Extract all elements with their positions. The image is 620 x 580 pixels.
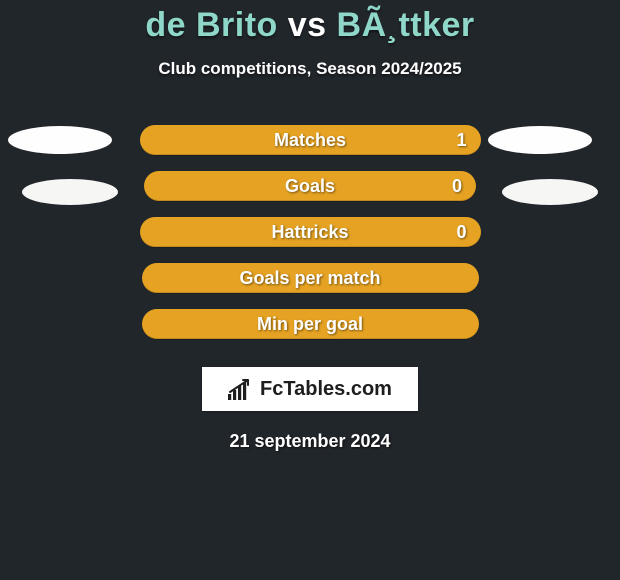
stat-value: 0: [452, 176, 462, 197]
stat-label: Matches: [140, 130, 481, 151]
stat-bar: Hattricks0: [140, 217, 481, 247]
stat-value: 1: [456, 130, 466, 151]
stat-label: Min per goal: [142, 314, 479, 335]
stat-bar: Matches1: [140, 125, 481, 155]
logo-text: FcTables.com: [260, 378, 392, 401]
left-ellipse: [8, 126, 112, 154]
stat-row: Matches1: [0, 117, 620, 163]
stat-label: Goals: [144, 176, 476, 197]
date-text: 21 september 2024: [0, 431, 620, 452]
stat-value: 0: [456, 222, 466, 243]
right-ellipse: [502, 179, 598, 205]
stat-label: Hattricks: [140, 222, 481, 243]
stat-bar: Goals per match: [142, 263, 479, 293]
title-vs: vs: [288, 6, 327, 44]
fctables-logo: FcTables.com: [202, 367, 418, 411]
subtitle: Club competitions, Season 2024/2025: [0, 59, 620, 79]
title-player1: de Brito: [145, 6, 277, 44]
bar-chart-icon: [228, 378, 254, 400]
stat-label: Goals per match: [142, 268, 479, 289]
comparison-infographic: de Brito vs BÃ¸ttker Club competitions, …: [0, 0, 620, 580]
stat-row: Hattricks0: [0, 209, 620, 255]
stat-bar: Goals0: [144, 171, 476, 201]
stat-row: Goals per match: [0, 255, 620, 301]
stat-row: Goals0: [0, 163, 620, 209]
stat-row: Min per goal: [0, 301, 620, 347]
stat-rows: Matches1Goals0Hattricks0Goals per matchM…: [0, 117, 620, 347]
page-title: de Brito vs BÃ¸ttker: [0, 0, 620, 45]
stat-bar: Min per goal: [142, 309, 479, 339]
left-ellipse: [22, 179, 118, 205]
title-player2: BÃ¸ttker: [337, 6, 475, 44]
right-ellipse: [488, 126, 592, 154]
